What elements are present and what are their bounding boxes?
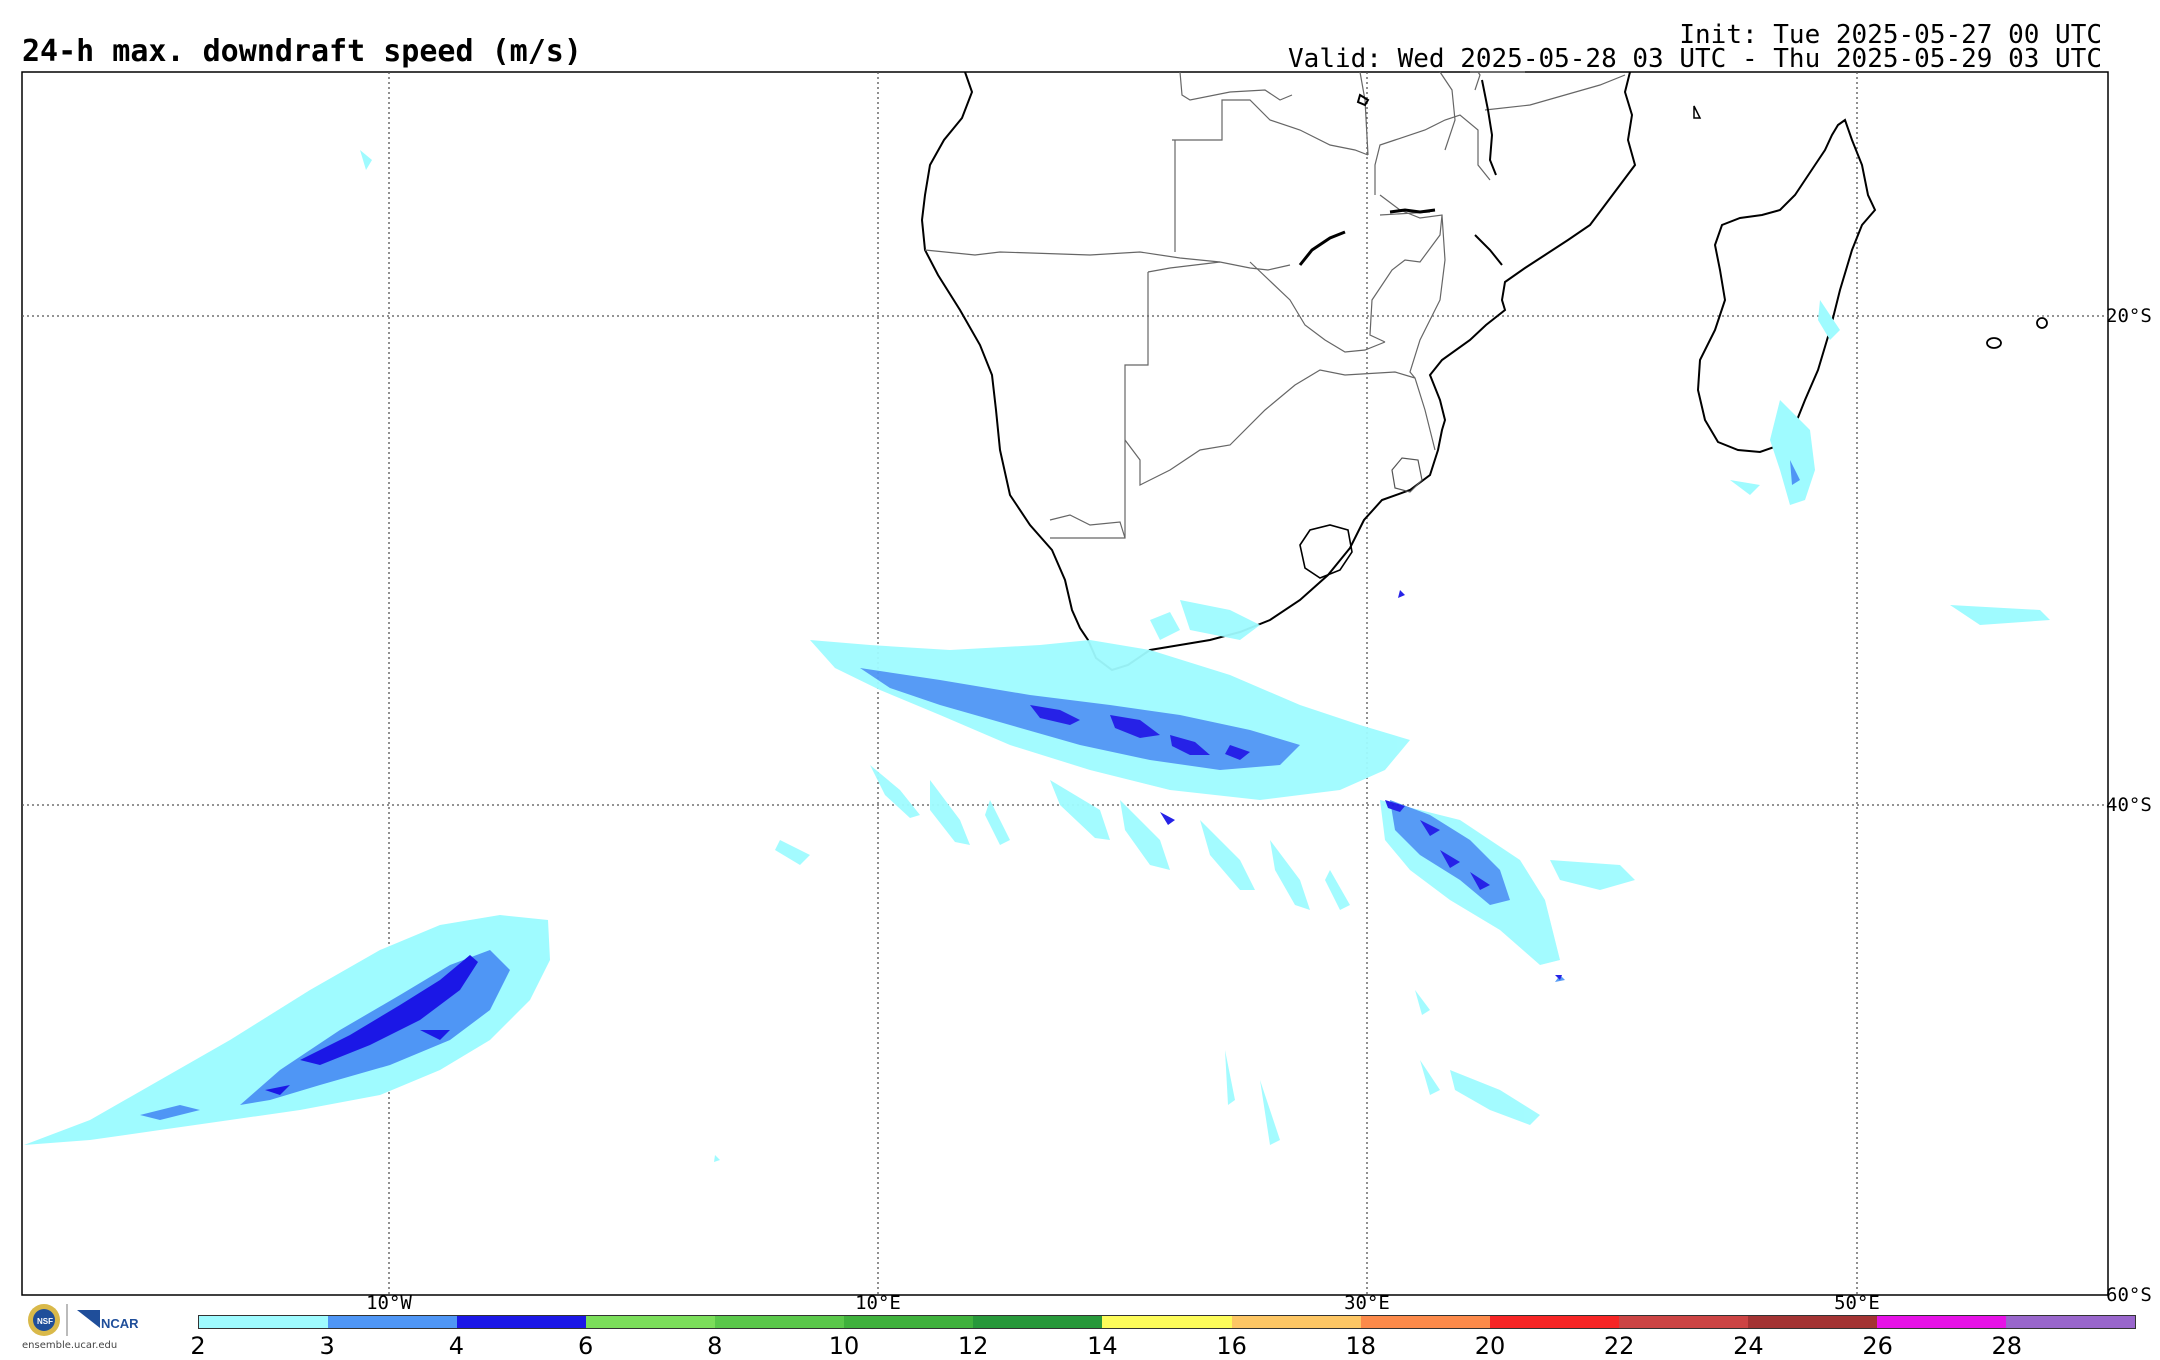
lake-cahora [1389,208,1436,214]
downdraft-field-central [775,590,1635,1145]
downdraft-field-west [24,150,720,1162]
eswatini-border [1391,457,1423,493]
colorbar-tick-20: 20 [1474,1332,1506,1360]
nsf-text: NSF [37,1317,53,1326]
lon-label-10e: 10°E [855,1292,901,1314]
comoros-island [1693,105,1702,119]
colorbar-tick-18: 18 [1345,1332,1377,1360]
reunion-island [2036,317,2048,329]
colorbar-segment-14 [2005,1316,2135,1328]
colorbar-segment-11 [1618,1316,1748,1328]
chart-title: 24-h max. downdraft speed (m/s) [22,34,582,69]
lat-label-60s: 60°S [2106,1284,2152,1306]
downdraft-field-madagascar [1730,300,2050,625]
lesotho-border [1299,524,1353,579]
colorbar-tick-12: 12 [957,1332,989,1360]
colorbar-tick-2: 2 [190,1332,206,1360]
logo-url: ensemble.ucar.edu [22,1340,118,1351]
colorbar-tick-6: 6 [577,1332,594,1360]
colorbar-segment-7 [1102,1316,1232,1328]
valid-time: Valid: Wed 2025-05-28 03 UTC - Thu 2025-… [1288,44,2102,74]
lake-kariba [1298,230,1346,266]
ncar-text: NCAR [101,1316,139,1331]
colorbar-segment-3 [586,1316,716,1328]
madagascar-coastline [1696,118,1877,454]
colorbar-tick-26: 26 [1862,1332,1893,1360]
lake-malawi [1481,79,1497,176]
colorbar-segment-12 [1747,1316,1877,1328]
downdraft-region-dark-west [300,955,478,1065]
colorbar-tick-14: 14 [1087,1332,1118,1360]
colorbar-segment-1 [328,1316,458,1328]
map-frame [21,71,2109,1296]
colorbar [198,1315,2136,1329]
lon-label-10w: 10°W [366,1292,412,1314]
colorbar-segment-2 [457,1316,587,1328]
logo-block: NSF NCAR ensemble.ucar.edu [22,1300,162,1354]
colorbar-segment-6 [973,1316,1103,1328]
lake-mweru [1356,93,1370,107]
colorbar-segment-5 [844,1316,974,1328]
lat-label-20s: 20°S [2106,305,2152,327]
downdraft-region-light-west [24,915,550,1145]
downdraft-region-dark-central [1030,705,1080,725]
init-time: Init: Tue 2025-05-27 00 UTC [1679,20,2102,50]
mauritius-island [1986,337,2002,349]
country-borders [924,71,1626,539]
lon-label-30e: 30°E [1344,1292,1390,1314]
nsf-ncar-logo-icon: NSF NCAR [28,1304,139,1336]
colorbar-segment-10 [1489,1316,1619,1328]
colorbar-tick-16: 16 [1216,1332,1247,1360]
colorbar-tick-3: 3 [319,1332,335,1360]
lon-label-50e: 50°E [1834,1292,1880,1314]
colorbar-segment-9 [1360,1316,1490,1328]
colorbar-tick-22: 22 [1603,1332,1635,1360]
africa-coastline [920,71,1637,672]
colorbar-segment-0 [199,1316,329,1328]
colorbar-tick-24: 24 [1733,1332,1764,1360]
colorbar-segment-8 [1231,1316,1361,1328]
colorbar-tick-4: 4 [448,1332,465,1360]
lat-label-40s: 40°S [2106,794,2152,816]
colorbar-segment-13 [1876,1316,2006,1328]
colorbar-tick-28: 28 [1991,1332,2023,1360]
colorbar-segment-4 [715,1316,845,1328]
colorbar-tick-10: 10 [828,1332,860,1360]
colorbar-tick-8: 8 [707,1332,723,1360]
